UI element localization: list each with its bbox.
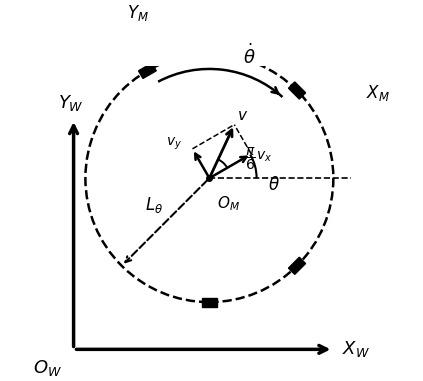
Text: $v_x$: $v_x$ — [255, 150, 272, 164]
Text: $Y_W$: $Y_W$ — [58, 93, 84, 113]
Text: $v_y$: $v_y$ — [166, 136, 182, 152]
Text: $X_W$: $X_W$ — [342, 339, 370, 359]
Text: $v$: $v$ — [237, 108, 248, 123]
Bar — [138, 63, 156, 78]
Text: $L_\theta$: $L_\theta$ — [145, 195, 163, 215]
Bar — [288, 82, 305, 99]
Text: $\dot{\theta}$: $\dot{\theta}$ — [243, 43, 256, 68]
Text: $\theta$: $\theta$ — [268, 176, 280, 194]
Text: $O_W$: $O_W$ — [33, 358, 62, 378]
Text: $O_M$: $O_M$ — [217, 194, 240, 213]
Bar — [288, 257, 305, 274]
Text: $\dfrac{\pi}{6}$: $\dfrac{\pi}{6}$ — [245, 146, 256, 172]
Text: $X_M$: $X_M$ — [366, 83, 390, 102]
Text: $Y_M$: $Y_M$ — [127, 3, 148, 22]
Bar — [202, 298, 217, 307]
